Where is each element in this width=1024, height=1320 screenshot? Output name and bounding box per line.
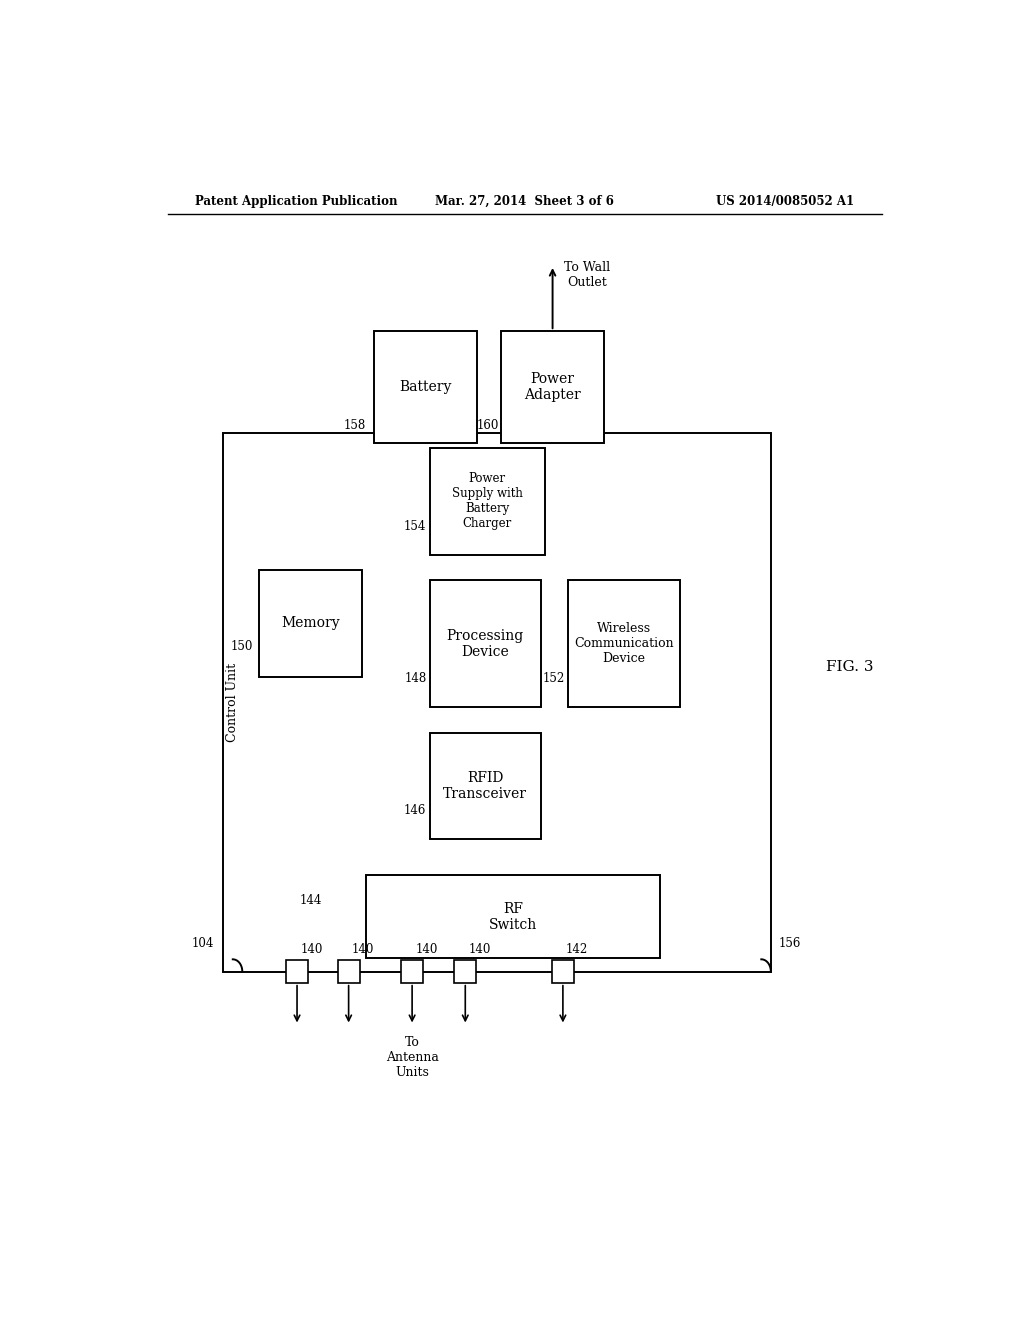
Text: 140: 140 xyxy=(352,944,374,956)
Text: Power
Adapter: Power Adapter xyxy=(524,372,581,403)
Bar xyxy=(430,447,545,554)
Text: 140: 140 xyxy=(300,944,323,956)
Text: Memory: Memory xyxy=(282,616,340,631)
Text: Control Unit: Control Unit xyxy=(226,663,240,742)
Text: To
Antenna
Units: To Antenna Units xyxy=(386,1036,438,1078)
Text: RFID
Transceiver: RFID Transceiver xyxy=(443,771,527,801)
Text: 156: 156 xyxy=(778,937,801,949)
Bar xyxy=(430,733,541,840)
Bar xyxy=(552,961,574,982)
Text: 150: 150 xyxy=(231,640,253,653)
Bar xyxy=(367,875,659,958)
Text: 160: 160 xyxy=(476,420,499,432)
Text: To Wall
Outlet: To Wall Outlet xyxy=(564,261,610,289)
Text: RF
Switch: RF Switch xyxy=(488,902,537,932)
Bar xyxy=(501,331,604,444)
Text: Wireless
Communication
Device: Wireless Communication Device xyxy=(574,622,674,665)
Text: Patent Application Publication: Patent Application Publication xyxy=(196,194,398,207)
Text: 154: 154 xyxy=(403,520,426,533)
Text: FIG. 3: FIG. 3 xyxy=(826,660,873,673)
Text: 148: 148 xyxy=(404,672,426,685)
Text: 144: 144 xyxy=(299,894,322,907)
Text: US 2014/0085052 A1: US 2014/0085052 A1 xyxy=(716,194,854,207)
Bar xyxy=(259,570,362,677)
Text: 140: 140 xyxy=(416,944,437,956)
Text: Battery: Battery xyxy=(399,380,452,395)
Bar xyxy=(338,961,359,982)
Text: Power
Supply with
Battery
Charger: Power Supply with Battery Charger xyxy=(452,473,522,531)
Bar xyxy=(455,961,476,982)
Text: Processing
Device: Processing Device xyxy=(446,628,523,659)
Bar xyxy=(223,433,771,972)
Text: 152: 152 xyxy=(543,672,565,685)
Bar xyxy=(286,961,308,982)
Text: 146: 146 xyxy=(404,804,426,817)
Bar xyxy=(568,581,680,708)
Text: 158: 158 xyxy=(344,420,367,432)
Text: 104: 104 xyxy=(191,937,214,949)
Bar xyxy=(401,961,423,982)
Bar xyxy=(374,331,477,444)
Text: 142: 142 xyxy=(566,944,589,956)
Text: 140: 140 xyxy=(468,944,490,956)
Bar xyxy=(430,581,541,708)
Text: Mar. 27, 2014  Sheet 3 of 6: Mar. 27, 2014 Sheet 3 of 6 xyxy=(435,194,614,207)
